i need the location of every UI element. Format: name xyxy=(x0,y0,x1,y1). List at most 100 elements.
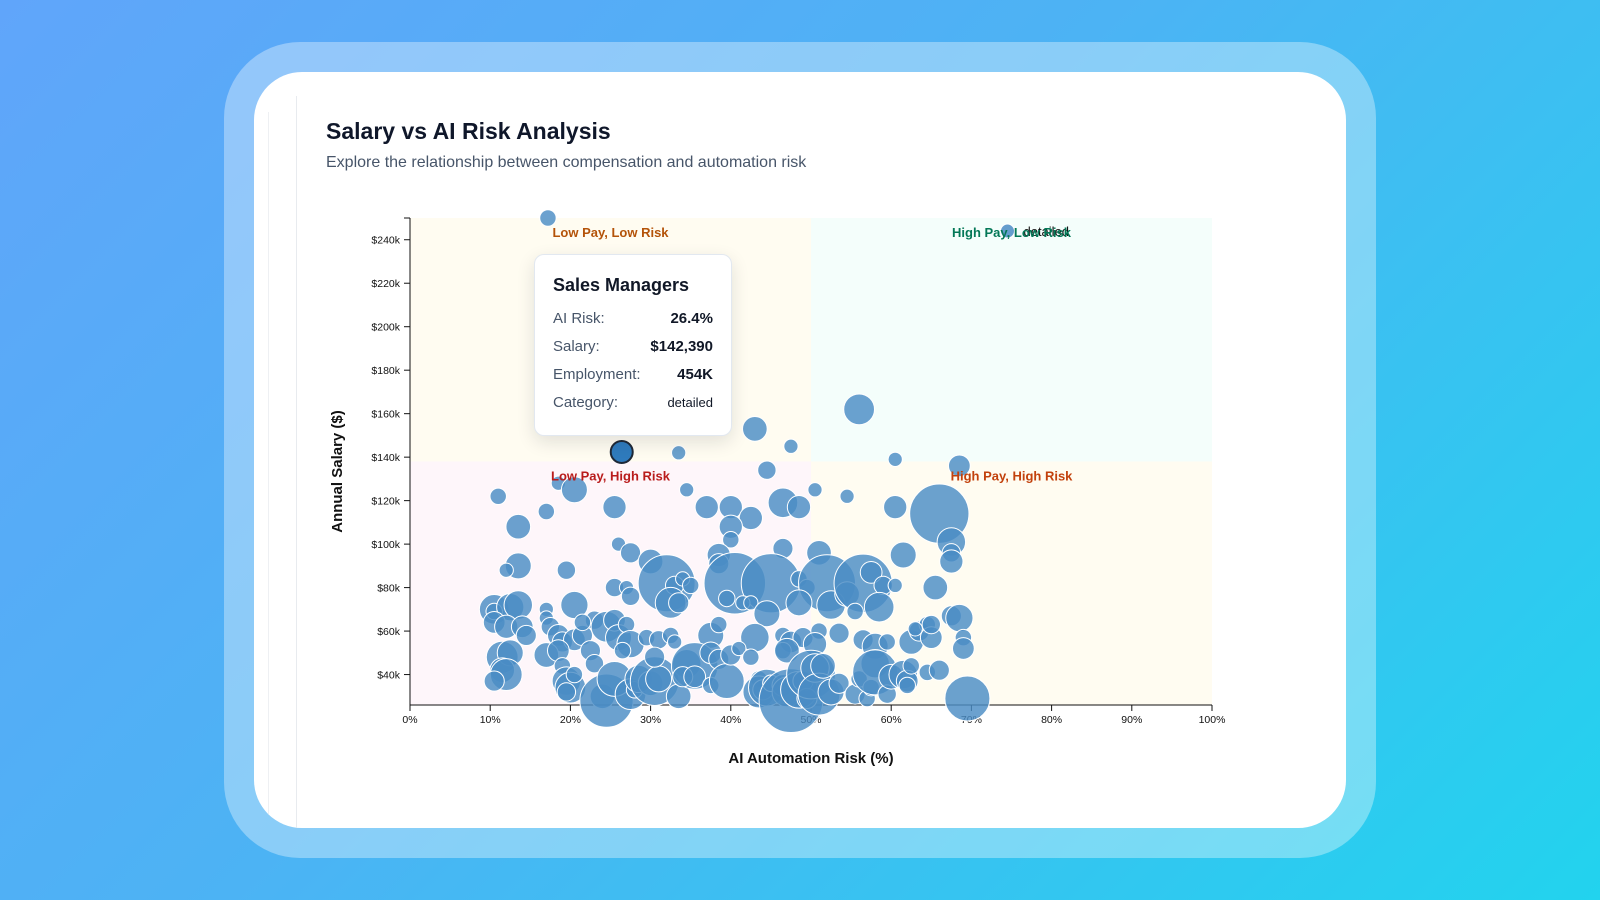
data-point xyxy=(839,488,855,504)
data-point xyxy=(556,682,577,702)
data-point xyxy=(807,482,823,498)
tooltip-value: 26.4% xyxy=(670,310,713,327)
data-point xyxy=(846,602,864,621)
tooltip-value: 454K xyxy=(677,366,713,383)
data-point xyxy=(939,549,964,574)
x-axis-title: AI Automation Risk (%) xyxy=(728,750,893,767)
data-point xyxy=(947,454,971,478)
y-tick-label: $200k xyxy=(371,322,400,334)
point-tooltip: Sales Managers AI Risk: 26.4% Salary: $1… xyxy=(534,254,732,436)
quadrant-region xyxy=(811,218,1212,462)
label-layer: detailed Low Pay, Low Risk High Pay, Low R… xyxy=(551,224,1073,484)
data-point xyxy=(828,672,850,694)
page-title: Salary vs AI Risk Analysis xyxy=(326,118,611,144)
data-point xyxy=(718,589,736,608)
tooltip-row-employment: Employment: 454K xyxy=(553,366,713,394)
data-point xyxy=(743,595,759,611)
x-tick-label: 90% xyxy=(1121,714,1142,726)
data-point xyxy=(681,576,700,595)
quadrant-label: High Pay, High Risk xyxy=(951,469,1074,484)
tooltip-label: Category: xyxy=(553,394,619,411)
x-tick-label: 0% xyxy=(402,714,417,726)
data-point xyxy=(843,393,876,426)
y-tick-label: $120k xyxy=(371,496,400,508)
data-point xyxy=(878,633,896,651)
data-point xyxy=(539,209,557,227)
data-point xyxy=(921,614,941,635)
tooltip-label: AI Risk: xyxy=(553,310,605,327)
data-point xyxy=(644,646,666,668)
data-point xyxy=(753,600,781,628)
y-tick-label: $60k xyxy=(377,626,401,638)
y-tick-label: $160k xyxy=(371,409,400,421)
data-point xyxy=(710,615,728,634)
data-point xyxy=(828,622,850,644)
data-point xyxy=(584,653,605,674)
tooltip-label: Employment: xyxy=(553,366,641,383)
data-point xyxy=(928,659,950,681)
data-point xyxy=(757,460,777,480)
tooltip-title: Sales Managers xyxy=(553,275,690,295)
highlighted-point xyxy=(609,439,634,464)
panel-divider xyxy=(268,112,269,828)
data-point xyxy=(683,665,707,689)
page-subtitle: Explore the relationship between compens… xyxy=(326,154,807,171)
chart-card: Salary vs AI Risk Analysis Explore the r… xyxy=(254,72,1346,828)
data-point xyxy=(786,495,812,520)
data-point xyxy=(774,637,800,664)
tooltip-row-category: Category: detailed xyxy=(553,394,713,422)
y-tick-label: $240k xyxy=(371,235,400,247)
x-tick-label: 10% xyxy=(480,714,501,726)
data-point xyxy=(889,541,917,569)
data-point xyxy=(902,657,920,675)
data-point xyxy=(694,495,719,520)
x-tick-label: 40% xyxy=(720,714,741,726)
data-point xyxy=(708,663,745,700)
data-point xyxy=(613,641,632,660)
x-tick-label: 100% xyxy=(1199,714,1226,726)
data-point xyxy=(999,223,1015,239)
data-point xyxy=(944,675,991,722)
data-point xyxy=(668,592,690,614)
data-point xyxy=(785,589,813,617)
point-label: detailed xyxy=(1023,224,1069,239)
data-point xyxy=(722,531,740,549)
data-point xyxy=(619,542,642,564)
data-point xyxy=(810,653,836,679)
quadrant-label: Low Pay, High Risk xyxy=(551,469,671,484)
data-point xyxy=(907,621,923,637)
quadrant-label: Low Pay, Low Risk xyxy=(552,225,669,240)
y-tick-label: $180k xyxy=(371,365,400,377)
data-point xyxy=(859,561,883,584)
panel-divider xyxy=(296,96,297,828)
data-point xyxy=(620,586,641,606)
data-point xyxy=(952,637,975,660)
data-point xyxy=(573,613,592,632)
data-point xyxy=(556,560,577,580)
data-point xyxy=(667,634,683,650)
x-tick-label: 80% xyxy=(1041,714,1062,726)
data-point xyxy=(645,665,673,693)
data-point xyxy=(887,451,903,467)
tooltip-label: Salary: xyxy=(553,338,600,355)
data-point xyxy=(560,590,589,620)
data-point xyxy=(498,562,514,578)
data-point xyxy=(863,591,895,623)
data-point xyxy=(565,665,584,684)
y-tick-label: $100k xyxy=(371,539,400,551)
scatter-chart: 0%10%20%30%40%50%60%70%80%90%100%$40k$60… xyxy=(329,209,1226,767)
data-point xyxy=(945,603,974,633)
data-point xyxy=(731,640,747,657)
tooltip-value: detailed xyxy=(667,395,713,410)
data-point xyxy=(679,482,695,498)
tooltip-row-salary: Salary: $142,390 xyxy=(553,338,713,366)
data-point xyxy=(742,648,760,666)
data-point xyxy=(515,624,537,646)
data-point xyxy=(602,495,627,520)
chart-card-inner: Salary vs AI Risk Analysis Explore the r… xyxy=(254,72,1346,828)
data-point xyxy=(560,476,588,504)
data-point xyxy=(898,676,916,695)
y-tick-label: $140k xyxy=(371,452,400,464)
data-point xyxy=(483,670,505,692)
data-point xyxy=(537,502,556,521)
